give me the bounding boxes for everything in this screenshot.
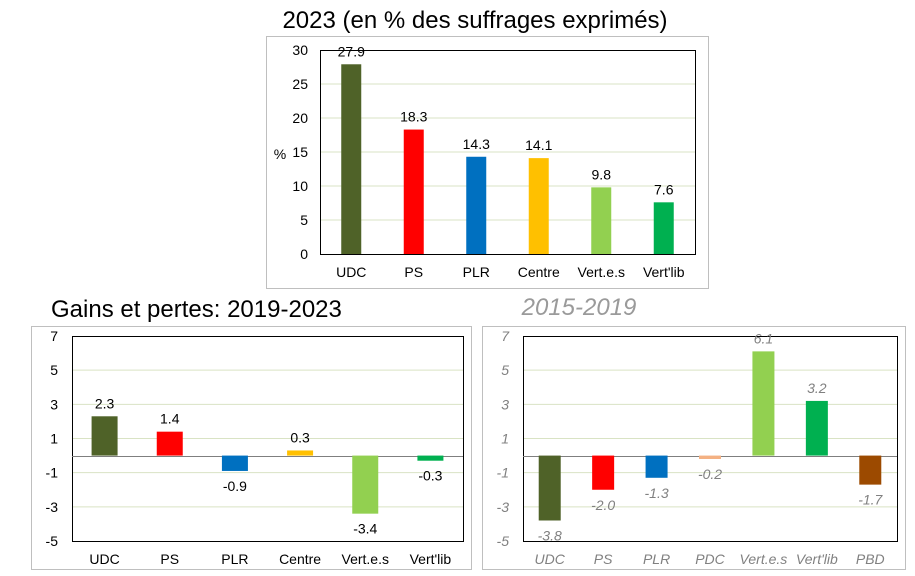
bar xyxy=(538,455,561,521)
y-tick-label: 5 xyxy=(501,362,509,378)
plot-area xyxy=(320,50,696,255)
plot-area xyxy=(72,336,464,542)
category-label: UDC xyxy=(89,551,119,567)
bar xyxy=(805,400,828,456)
bar xyxy=(221,455,248,471)
category-label: PS xyxy=(594,551,613,567)
y-tick-label: 7 xyxy=(50,328,58,344)
data-label: -2.0 xyxy=(591,497,615,513)
bar xyxy=(591,187,612,254)
bar xyxy=(156,431,183,456)
data-label: 14.1 xyxy=(525,137,552,153)
category-label: Vert'lib xyxy=(643,264,685,280)
data-label: 27.9 xyxy=(338,43,365,59)
category-label: PDC xyxy=(695,551,725,567)
chart-gains-losses-2019-2023: Gains et pertes: 2019-2023 -5 -3 -1 1 3 5 7 2.3… xyxy=(31,296,472,570)
y-tick-label: 1 xyxy=(50,431,58,447)
bar xyxy=(699,455,721,459)
y-tick-label: -1 xyxy=(497,465,509,481)
bar xyxy=(752,351,775,456)
y-tick-label: 0 xyxy=(300,246,308,262)
panel-frame xyxy=(266,36,709,289)
bar xyxy=(403,129,424,254)
chart-title: Gains et pertes: 2019-2023 xyxy=(51,296,342,323)
bar xyxy=(91,416,118,456)
bar xyxy=(528,158,549,254)
y-tick-label: -1 xyxy=(46,465,59,481)
bar xyxy=(592,455,615,490)
category-label: Vert.e.s xyxy=(578,264,625,280)
y-tick-label: 3 xyxy=(501,396,509,412)
data-label: -3.4 xyxy=(353,521,377,537)
y-tick-label: 5 xyxy=(50,362,58,378)
y-tick-label: 5 xyxy=(300,212,308,228)
chart-title: 2023 (en % des suffrages exprimés) xyxy=(282,7,667,34)
bar xyxy=(645,455,668,478)
category-label: PS xyxy=(404,264,423,280)
data-label: -0.9 xyxy=(223,478,247,494)
y-tick-label: -3 xyxy=(46,499,59,515)
data-label: -1.3 xyxy=(645,485,669,501)
bar xyxy=(287,450,314,456)
data-label: -0.3 xyxy=(418,468,442,484)
data-label: 7.6 xyxy=(654,181,674,197)
bar xyxy=(653,202,674,254)
data-label: 0.3 xyxy=(290,429,310,445)
data-label: 6.1 xyxy=(754,330,773,346)
bar xyxy=(352,455,379,514)
y-axis-label: % xyxy=(274,146,286,162)
category-label: PS xyxy=(160,551,179,567)
data-label: 3.2 xyxy=(807,380,827,396)
y-tick-label: -5 xyxy=(497,533,510,549)
y-tick-label: 30 xyxy=(292,42,308,58)
bar xyxy=(859,455,882,485)
category-label: Centre xyxy=(279,551,321,567)
category-label: Vert.e.s xyxy=(342,551,389,567)
plot-area xyxy=(523,336,898,542)
bar xyxy=(341,64,362,254)
data-label: -0.2 xyxy=(698,466,722,482)
y-tick-label: 1 xyxy=(501,431,509,447)
category-label: Vert'lib xyxy=(796,551,838,567)
category-label: Centre xyxy=(518,264,560,280)
bar xyxy=(466,156,487,254)
y-tick-label: 15 xyxy=(292,144,308,160)
category-label: PLR xyxy=(643,551,670,567)
data-label: 2.3 xyxy=(95,395,115,411)
chart-2023-results: 2023 (en % des suffrages exprimés) % 0 5 1… xyxy=(266,7,709,289)
category-label: UDC xyxy=(535,551,566,567)
category-label: PLR xyxy=(463,264,490,280)
chart-gains-losses-2015-2019: 2015-2019 -5 -3 -1 1 3 5 7 -3.8 UDC -2.0 PS -1.3 PLR… xyxy=(482,294,906,570)
y-tick-label: -3 xyxy=(497,499,510,515)
y-tick-label: -5 xyxy=(46,533,59,549)
data-label: 9.8 xyxy=(592,166,612,182)
y-tick-label: 7 xyxy=(501,328,510,344)
category-label: Vert.e.s xyxy=(740,551,788,567)
category-label: UDC xyxy=(336,264,366,280)
chart-title: 2015-2019 xyxy=(521,294,637,321)
y-tick-label: 3 xyxy=(50,396,58,412)
category-label: Vert'lib xyxy=(410,551,452,567)
y-tick-label: 10 xyxy=(292,178,308,194)
data-label: 14.3 xyxy=(463,136,490,152)
data-label: -3.8 xyxy=(538,528,562,544)
y-tick-label: 25 xyxy=(292,76,308,92)
y-tick-label: 20 xyxy=(292,110,308,126)
data-label: 1.4 xyxy=(160,411,180,427)
data-label: -1.7 xyxy=(858,492,883,508)
data-label: 18.3 xyxy=(400,109,427,125)
category-label: PBD xyxy=(856,551,885,567)
bar xyxy=(417,455,444,461)
panel-frame xyxy=(482,326,906,570)
category-label: PLR xyxy=(221,551,248,567)
